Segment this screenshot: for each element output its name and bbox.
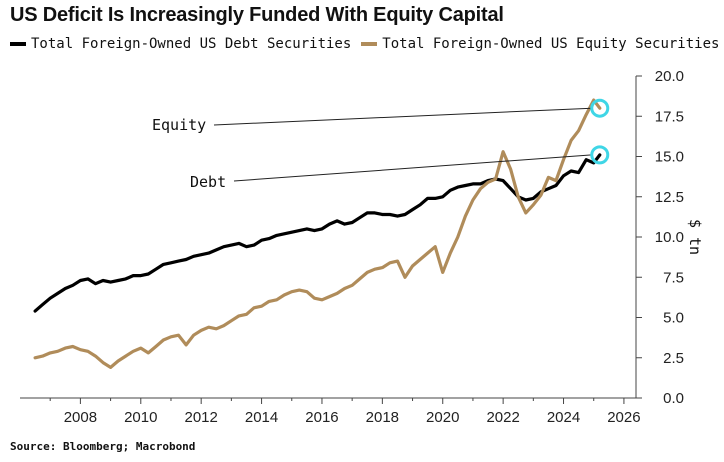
debt-leader-line: [233, 154, 592, 182]
y-axis-label: $ tn: [686, 219, 704, 255]
debt-endpoint-marker: [590, 145, 610, 165]
legend-swatch-equity: [361, 42, 378, 46]
x-tick-label: 2012: [184, 409, 217, 426]
y-tick-label: 0.0: [663, 390, 684, 407]
legend-swatch-debt: [10, 42, 26, 46]
equity-series-line: [33, 98, 602, 369]
equity-endpoint-marker: [590, 98, 610, 118]
chart-legend: Total Foreign-Owned US Debt Securities T…: [10, 36, 724, 52]
x-tick-label: 2018: [366, 409, 399, 426]
y-tick-label: 12.5: [655, 189, 684, 206]
debt-series-line: [33, 153, 602, 313]
y-tick-label: 15.0: [655, 149, 684, 166]
debt-annotation-label: Debt: [190, 173, 226, 191]
y-tick-label: 5.0: [663, 310, 684, 327]
legend-item-equity: Total Foreign-Owned US Equity Securities: [361, 36, 719, 52]
legend-label-equity: Total Foreign-Owned US Equity Securities: [382, 36, 720, 52]
x-tick-label: 2026: [607, 409, 640, 426]
x-tick-label: 2022: [486, 409, 519, 426]
y-tick-label: 2.5: [663, 350, 684, 367]
x-tick-label: 2024: [547, 409, 580, 426]
chart-title: US Deficit Is Increasingly Funded With E…: [10, 4, 504, 26]
y-tick-label: 10.0: [655, 229, 684, 246]
y-tick-label: 20.0: [655, 68, 684, 85]
x-tick-label: 2020: [426, 409, 459, 426]
legend-label-debt: Total Foreign-Owned US Debt Securities: [31, 36, 352, 52]
equity-annotation-label: Equity: [152, 116, 206, 134]
y-tick-label: 7.5: [663, 269, 684, 286]
x-tick-label: 2010: [124, 409, 157, 426]
y-tick-label: 17.5: [655, 108, 684, 125]
x-tick-label: 2016: [305, 409, 338, 426]
x-tick-label: 2014: [245, 409, 278, 426]
equity-leader-line: [213, 107, 592, 126]
x-tick-label: 2008: [64, 409, 97, 426]
source-note: Source: Bloomberg; Macrobond: [10, 440, 196, 453]
legend-item-debt: Total Foreign-Owned US Debt Securities: [10, 36, 351, 52]
